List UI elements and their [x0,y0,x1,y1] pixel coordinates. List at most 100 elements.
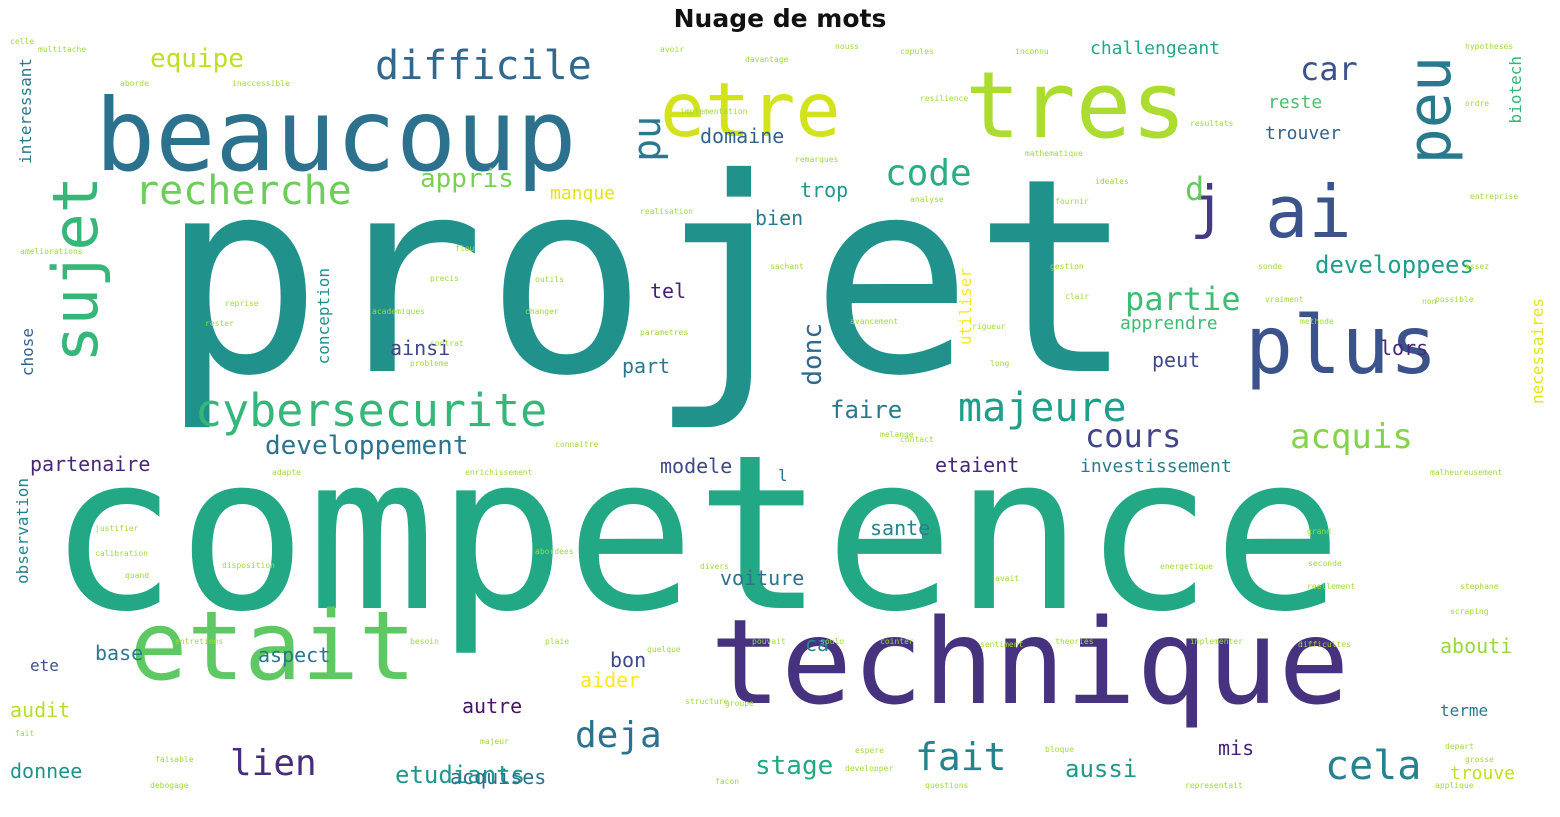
cloud-word: scraping [1450,607,1489,616]
cloud-word: utiliser [956,268,975,346]
cloud-word: mathematique [1025,149,1083,158]
cloud-word: donc [798,323,828,386]
cloud-word: stage [755,751,834,781]
cloud-word: cointer [880,637,914,646]
cloud-word: faire [830,396,903,424]
cloud-word: avoir [660,45,685,54]
cloud-word: deja [575,715,662,756]
cloud-word: grosse [1465,755,1494,764]
cloud-word: calibration [95,549,148,558]
cloud-word: rigueur [972,322,1006,331]
cloud-word: quelque [647,645,681,654]
cloud-word: aider [580,668,641,692]
cloud-word: terme [1440,701,1489,720]
cloud-word: connaitre [555,440,599,449]
cloud-word: plaie [545,637,570,646]
cloud-word: entretiens [175,637,224,646]
cloud-word: fait [915,735,1007,779]
cloud-word: abouti [1440,634,1513,658]
cloud-word: aborde [120,79,149,88]
cloud-word: sonde [1258,262,1283,271]
cloud-word: outils [535,275,564,284]
cloud-word: domaine [700,124,785,148]
cloud-word: etudiants [395,761,526,789]
cloud-word: multitache [38,45,87,54]
cloud-word: sentiment [980,640,1024,649]
cloud-word: interessant [16,58,35,164]
cloud-word: audit [10,698,71,722]
cloud-word: challengeant [1090,38,1221,59]
cloud-word: developpement [265,431,469,461]
cloud-word: implementer [1190,637,1243,646]
cloud-word: grand [1307,527,1332,536]
cloud-word: trop [800,178,849,202]
cloud-word: lors [1380,336,1429,360]
cloud-word: bon [610,648,647,672]
cloud-word: melange [880,430,914,439]
cloud-word: resultats [1190,119,1234,128]
cloud-word: resilience [920,94,969,103]
cloud-word: reste [1268,92,1323,113]
cloud-word: ordre [1465,99,1490,108]
cloud-word: cours [1085,417,1182,455]
cloud-word: peu [1395,56,1465,165]
cloud-word: biotech [1506,56,1525,124]
cloud-word: inaccessible [232,79,290,88]
cloud-word: tel [650,279,687,303]
cloud-word: majeure [958,385,1127,431]
cloud-word: possible [1435,295,1474,304]
cloud-word: part [622,354,671,378]
cloud-word: chose [18,328,37,377]
cloud-word: besoin [410,637,439,646]
cloud-word: l [778,466,788,485]
cloud-word: j [1190,173,1225,241]
cloud-word: fournir [1055,197,1089,206]
cloud-word: precis [430,274,459,283]
cloud-word: malheureusement [1430,468,1503,477]
cloud-word: observation [13,478,32,584]
cloud-word: abordees [535,547,574,556]
cloud-word: contact [900,435,934,444]
cloud-word: sachant [770,262,804,271]
cloud-word: etre [660,66,841,154]
cloud-word: davantage [745,55,789,64]
cloud-word: ideales [1095,177,1129,186]
cloud-word: ameliorations [20,247,83,256]
cloud-word: tres [965,52,1187,159]
cloud-word: cela [1325,743,1422,789]
cloud-word: reellement [1307,582,1356,591]
cloud-word: fait [15,729,35,738]
cloud-word: probleme [410,359,449,368]
cloud-word: pu [625,116,669,162]
cloud-word: implementation [680,107,748,116]
cloud-word: majeur [480,737,509,746]
cloud-word: technique [710,593,1350,731]
cloud-word: plus [1245,299,1438,392]
cloud-word: car [1300,50,1358,88]
cloud-word: code [885,153,972,194]
cloud-word: manque [550,183,616,204]
cloud-word: trouver [1265,123,1341,144]
cloud-word: voiture [720,566,805,590]
cloud-word: equipe [150,44,244,74]
cloud-word: nouss [835,42,860,51]
cloud-word: peut [1152,348,1201,372]
cloud-word: donnee [10,759,83,783]
cloud-word: depart [1445,742,1474,751]
cloud-word: cybersecurite [195,384,548,437]
cloud-word: representait [1185,781,1243,790]
cloud-word: aspect [258,643,331,667]
cloud-word: acquis [1290,417,1413,457]
cloud-word: clair [1065,292,1090,301]
cloud-word: entreprise [1470,192,1519,201]
cloud-word: theories [1055,637,1094,646]
cloud-word: remarques [795,155,839,164]
cloud-word: quand [125,571,150,580]
cloud-word: investissement [1080,456,1232,477]
cloud-word: necessaires [1528,298,1547,404]
cloud-word: etaient [935,453,1020,477]
cloud-word: difficultes [1298,640,1351,649]
cloud-word: changer [525,307,559,316]
cloud-word: soulo [820,637,845,646]
cloud-word: applique [1435,781,1474,790]
